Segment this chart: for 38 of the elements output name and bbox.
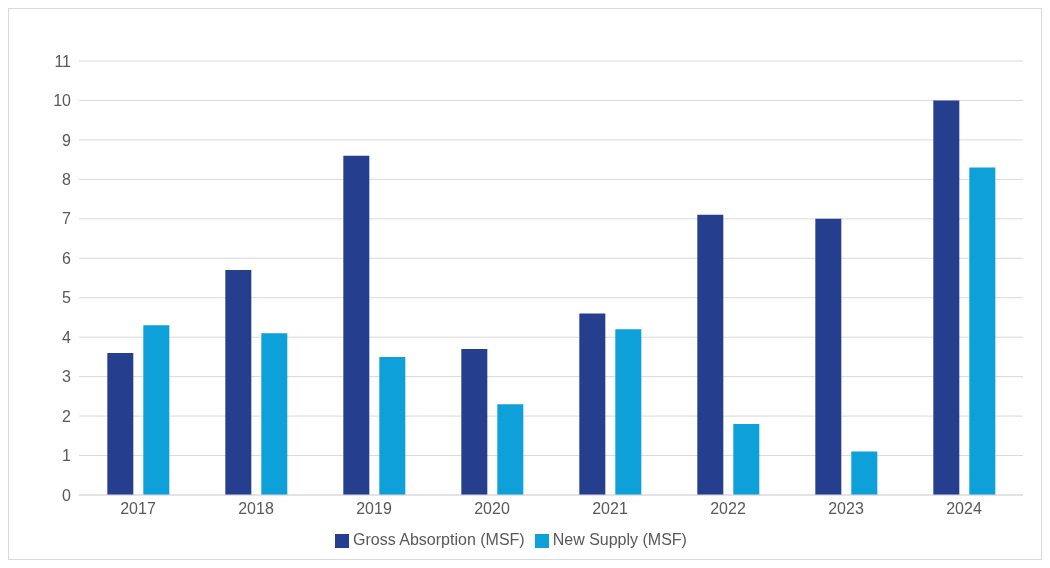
bar bbox=[143, 325, 170, 495]
y-tick-label: 2 bbox=[62, 407, 72, 425]
y-tick-label: 0 bbox=[62, 486, 72, 504]
y-tick-label: 3 bbox=[62, 368, 72, 386]
x-tick-label: 2024 bbox=[946, 500, 982, 518]
bar bbox=[815, 218, 842, 495]
x-tick-label: 2019 bbox=[356, 500, 392, 518]
x-tick-label: 2018 bbox=[238, 500, 274, 518]
bar bbox=[379, 356, 406, 495]
x-tick-label: 2023 bbox=[828, 500, 864, 518]
y-tick-label: 7 bbox=[62, 210, 72, 228]
legend-label: New Supply (MSF) bbox=[552, 531, 687, 548]
bar bbox=[107, 352, 134, 495]
bar bbox=[225, 270, 252, 495]
y-tick-label: 5 bbox=[62, 289, 72, 307]
y-tick-label: 4 bbox=[62, 328, 72, 346]
y-tick-label: 10 bbox=[53, 92, 72, 110]
bar bbox=[261, 333, 288, 495]
bar bbox=[615, 329, 642, 495]
y-tick-label: 8 bbox=[62, 171, 72, 189]
y-tick-label: 6 bbox=[62, 249, 72, 267]
bar bbox=[969, 167, 996, 495]
bar bbox=[461, 349, 488, 495]
bar bbox=[497, 404, 524, 495]
x-tick-label: 2022 bbox=[710, 500, 746, 518]
x-tick-label: 2021 bbox=[592, 500, 628, 518]
y-tick-label: 9 bbox=[62, 131, 72, 149]
y-tick-label: 1 bbox=[62, 447, 72, 465]
y-tick-label: 11 bbox=[54, 52, 72, 70]
bar bbox=[851, 451, 878, 495]
bar bbox=[697, 214, 724, 495]
x-tick-label: 2020 bbox=[474, 500, 510, 518]
bar bbox=[343, 155, 370, 495]
legend-label: Gross Absorption (MSF) bbox=[353, 531, 525, 548]
bar bbox=[933, 100, 960, 495]
x-tick-label: 2017 bbox=[120, 500, 156, 518]
bar bbox=[579, 313, 606, 495]
bar bbox=[733, 423, 760, 495]
